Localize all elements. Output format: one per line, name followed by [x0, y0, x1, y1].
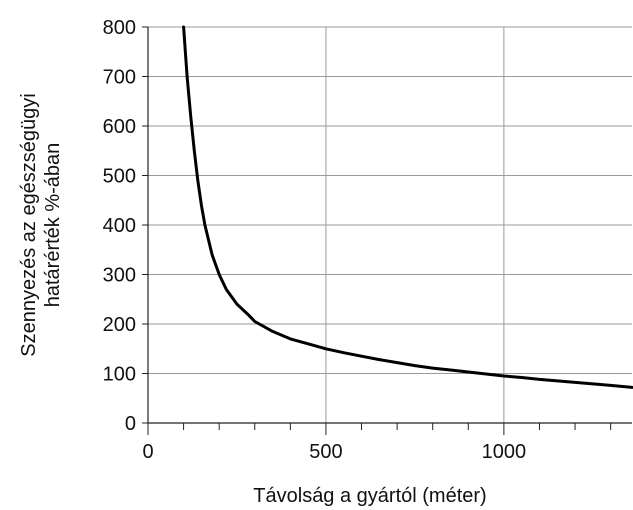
x-axis-title: Távolság a gyártól (méter) — [253, 485, 486, 507]
x-tick-label: 500 — [309, 441, 342, 463]
y-tick-label: 300 — [103, 265, 136, 287]
y-axis-title: Szennyezés az egészségügyi határérték %-… — [18, 93, 64, 357]
grid-lines — [148, 26, 632, 423]
tick-labels: 0 100 200 300 400 500 600 700 800 0 500 1000 — [103, 17, 527, 463]
axes — [142, 26, 632, 435]
x-tick-label: 1000 — [482, 441, 527, 463]
y-tick-label: 800 — [103, 17, 136, 39]
y-tick-label: 0 — [125, 413, 136, 435]
series-line-1 — [182, 25, 633, 389]
x-tick-label: 0 — [142, 441, 153, 463]
y-axis-title-line-2: határérték %-ában — [42, 143, 64, 308]
y-tick-label: 100 — [103, 364, 136, 386]
y-tick-label: 400 — [103, 215, 136, 237]
y-tick-label: 600 — [103, 116, 136, 138]
y-tick-label: 700 — [103, 67, 136, 89]
plot-area — [182, 25, 633, 389]
y-tick-label: 500 — [103, 166, 136, 188]
y-axis-title-line-1: Szennyezés az egészségügyi — [18, 93, 40, 357]
y-tick-label: 200 — [103, 314, 136, 336]
